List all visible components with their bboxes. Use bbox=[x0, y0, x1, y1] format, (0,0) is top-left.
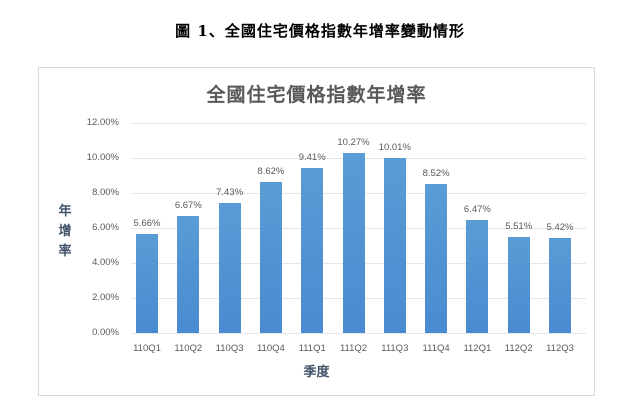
y-axis-label-char: 率 bbox=[58, 244, 72, 259]
data-label: 6.67% bbox=[174, 200, 202, 212]
y-tick-label: 12.00% bbox=[86, 117, 119, 128]
x-tick-label: 112Q2 bbox=[504, 343, 533, 354]
x-tick-label: 111Q4 bbox=[422, 343, 450, 354]
x-tick-label: 111Q2 bbox=[339, 343, 368, 354]
chart-title: 全國住宅價格指數年增率 bbox=[206, 84, 427, 106]
bar-111Q4 bbox=[425, 183, 448, 333]
gridline bbox=[131, 123, 586, 124]
bar-112Q3 bbox=[549, 238, 571, 333]
x-tick-label: 112Q1 bbox=[463, 343, 492, 354]
x-tick-label: 110Q4 bbox=[256, 343, 285, 354]
y-axis-label: 年增率 bbox=[57, 202, 73, 262]
data-label: 5.66% bbox=[133, 217, 161, 229]
bar-110Q4 bbox=[259, 182, 282, 333]
bar-111Q2 bbox=[342, 153, 365, 333]
bar-110Q2 bbox=[177, 216, 200, 333]
figure-caption: 圖 1、全國住宅價格指數年增率變動情形 bbox=[175, 22, 465, 40]
y-tick-label: 8.00% bbox=[92, 187, 119, 198]
bar-111Q3 bbox=[383, 157, 406, 333]
y-axis-label-char: 年 bbox=[58, 204, 72, 219]
data-label: 5.42% bbox=[546, 222, 574, 234]
data-label: 7.43% bbox=[216, 186, 244, 198]
x-tick-label: 111Q1 bbox=[298, 343, 326, 354]
bar-112Q1 bbox=[466, 219, 489, 333]
y-axis-label-char: 增 bbox=[58, 224, 72, 239]
y-tick-label: 6.00% bbox=[92, 222, 119, 233]
data-label: 5.51% bbox=[505, 220, 533, 232]
x-tick-label: 110Q1 bbox=[133, 343, 161, 354]
data-label: 10.27% bbox=[337, 137, 370, 149]
bar-110Q1 bbox=[136, 233, 158, 333]
bar-110Q3 bbox=[218, 202, 241, 333]
data-label: 8.62% bbox=[257, 166, 285, 178]
bar-112Q2 bbox=[507, 236, 530, 333]
y-tick-label: 2.00% bbox=[92, 292, 119, 303]
chart-container: 全國住宅價格指數年增率 年增率 季度 0.00% 2.00% 4.00% 6.00% 8… bbox=[38, 67, 595, 396]
x-axis-label: 季度 bbox=[303, 365, 330, 380]
data-label: 8.52% bbox=[422, 167, 450, 179]
data-label: 9.41% bbox=[298, 152, 326, 164]
x-tick-label: 111Q3 bbox=[381, 343, 409, 354]
y-tick-label: 4.00% bbox=[92, 257, 119, 268]
x-tick-label: 110Q3 bbox=[215, 343, 244, 354]
x-tick-label: 110Q2 bbox=[174, 343, 203, 354]
y-tick-label: 0.00% bbox=[92, 327, 119, 338]
bar-111Q1 bbox=[301, 168, 324, 333]
gridline bbox=[131, 333, 586, 334]
x-tick-label: 112Q3 bbox=[546, 343, 574, 354]
data-label: 10.01% bbox=[378, 141, 411, 153]
y-tick-label: 10.00% bbox=[86, 152, 119, 163]
data-label: 6.47% bbox=[463, 203, 491, 215]
